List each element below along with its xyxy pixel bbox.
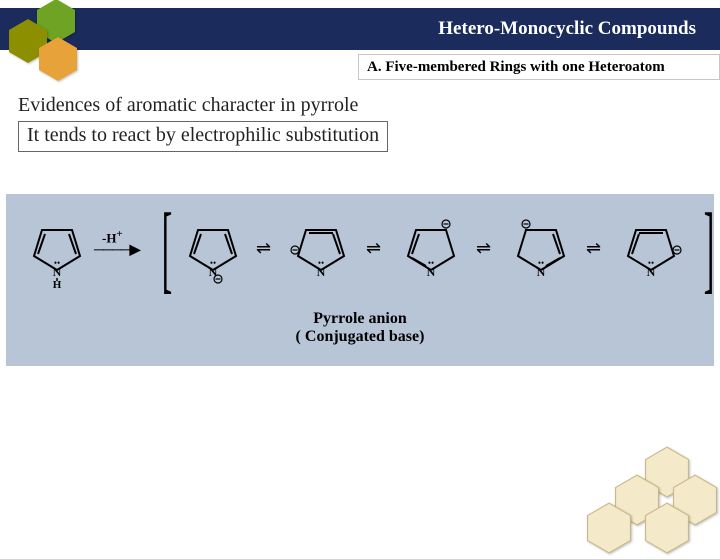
equilibrium-icon: ⇌	[476, 238, 491, 259]
svg-text:••: ••	[210, 258, 216, 268]
hex-icon	[38, 36, 78, 82]
content-block: Evidences of aromatic character in pyrro…	[18, 94, 702, 152]
svg-text:••: ••	[54, 258, 60, 268]
pyrrole-anion-structure: N ••	[396, 216, 466, 290]
page-title: Hetero-Monocyclic Compounds	[438, 18, 696, 40]
hex-decoration-top	[2, 0, 122, 84]
svg-text:••: ••	[428, 258, 434, 268]
bracket-open-icon: [	[162, 200, 172, 299]
pyrrole-anion-structure: N ••	[506, 216, 576, 290]
equilibrium-icon: ⇌	[366, 238, 381, 259]
diagram-caption: Pyrrole anion ( Conjugated base)	[296, 310, 425, 346]
equilibrium-icon: ⇌	[586, 238, 601, 259]
pyrrole-anion-structure: N ••	[286, 216, 356, 290]
hex-icon	[644, 502, 690, 554]
svg-text:••: ••	[648, 258, 654, 268]
hex-icon	[586, 502, 632, 554]
evidence-statement: It tends to react by electrophilic subst…	[18, 121, 388, 152]
equilibrium-icon: ⇌	[256, 238, 271, 259]
reaction-arrow-icon: ────▶	[94, 242, 139, 259]
pyrrole-anion-structure: N ••	[178, 216, 248, 290]
section-banner: A. Five-membered Rings with one Heteroat…	[358, 54, 720, 80]
svg-text:••: ••	[538, 258, 544, 268]
chemistry-diagram-panel: N •• H -H+ ────▶ [ N •• ⇌	[6, 194, 714, 366]
pyrrole-structure: N •• H	[22, 216, 92, 290]
pyrrole-anion-structure: N ••	[616, 216, 686, 290]
hex-decoration-bottom	[572, 438, 720, 558]
evidence-heading: Evidences of aromatic character in pyrro…	[18, 94, 702, 117]
svg-text:••: ••	[318, 258, 324, 268]
bracket-close-icon: ]	[704, 200, 714, 299]
